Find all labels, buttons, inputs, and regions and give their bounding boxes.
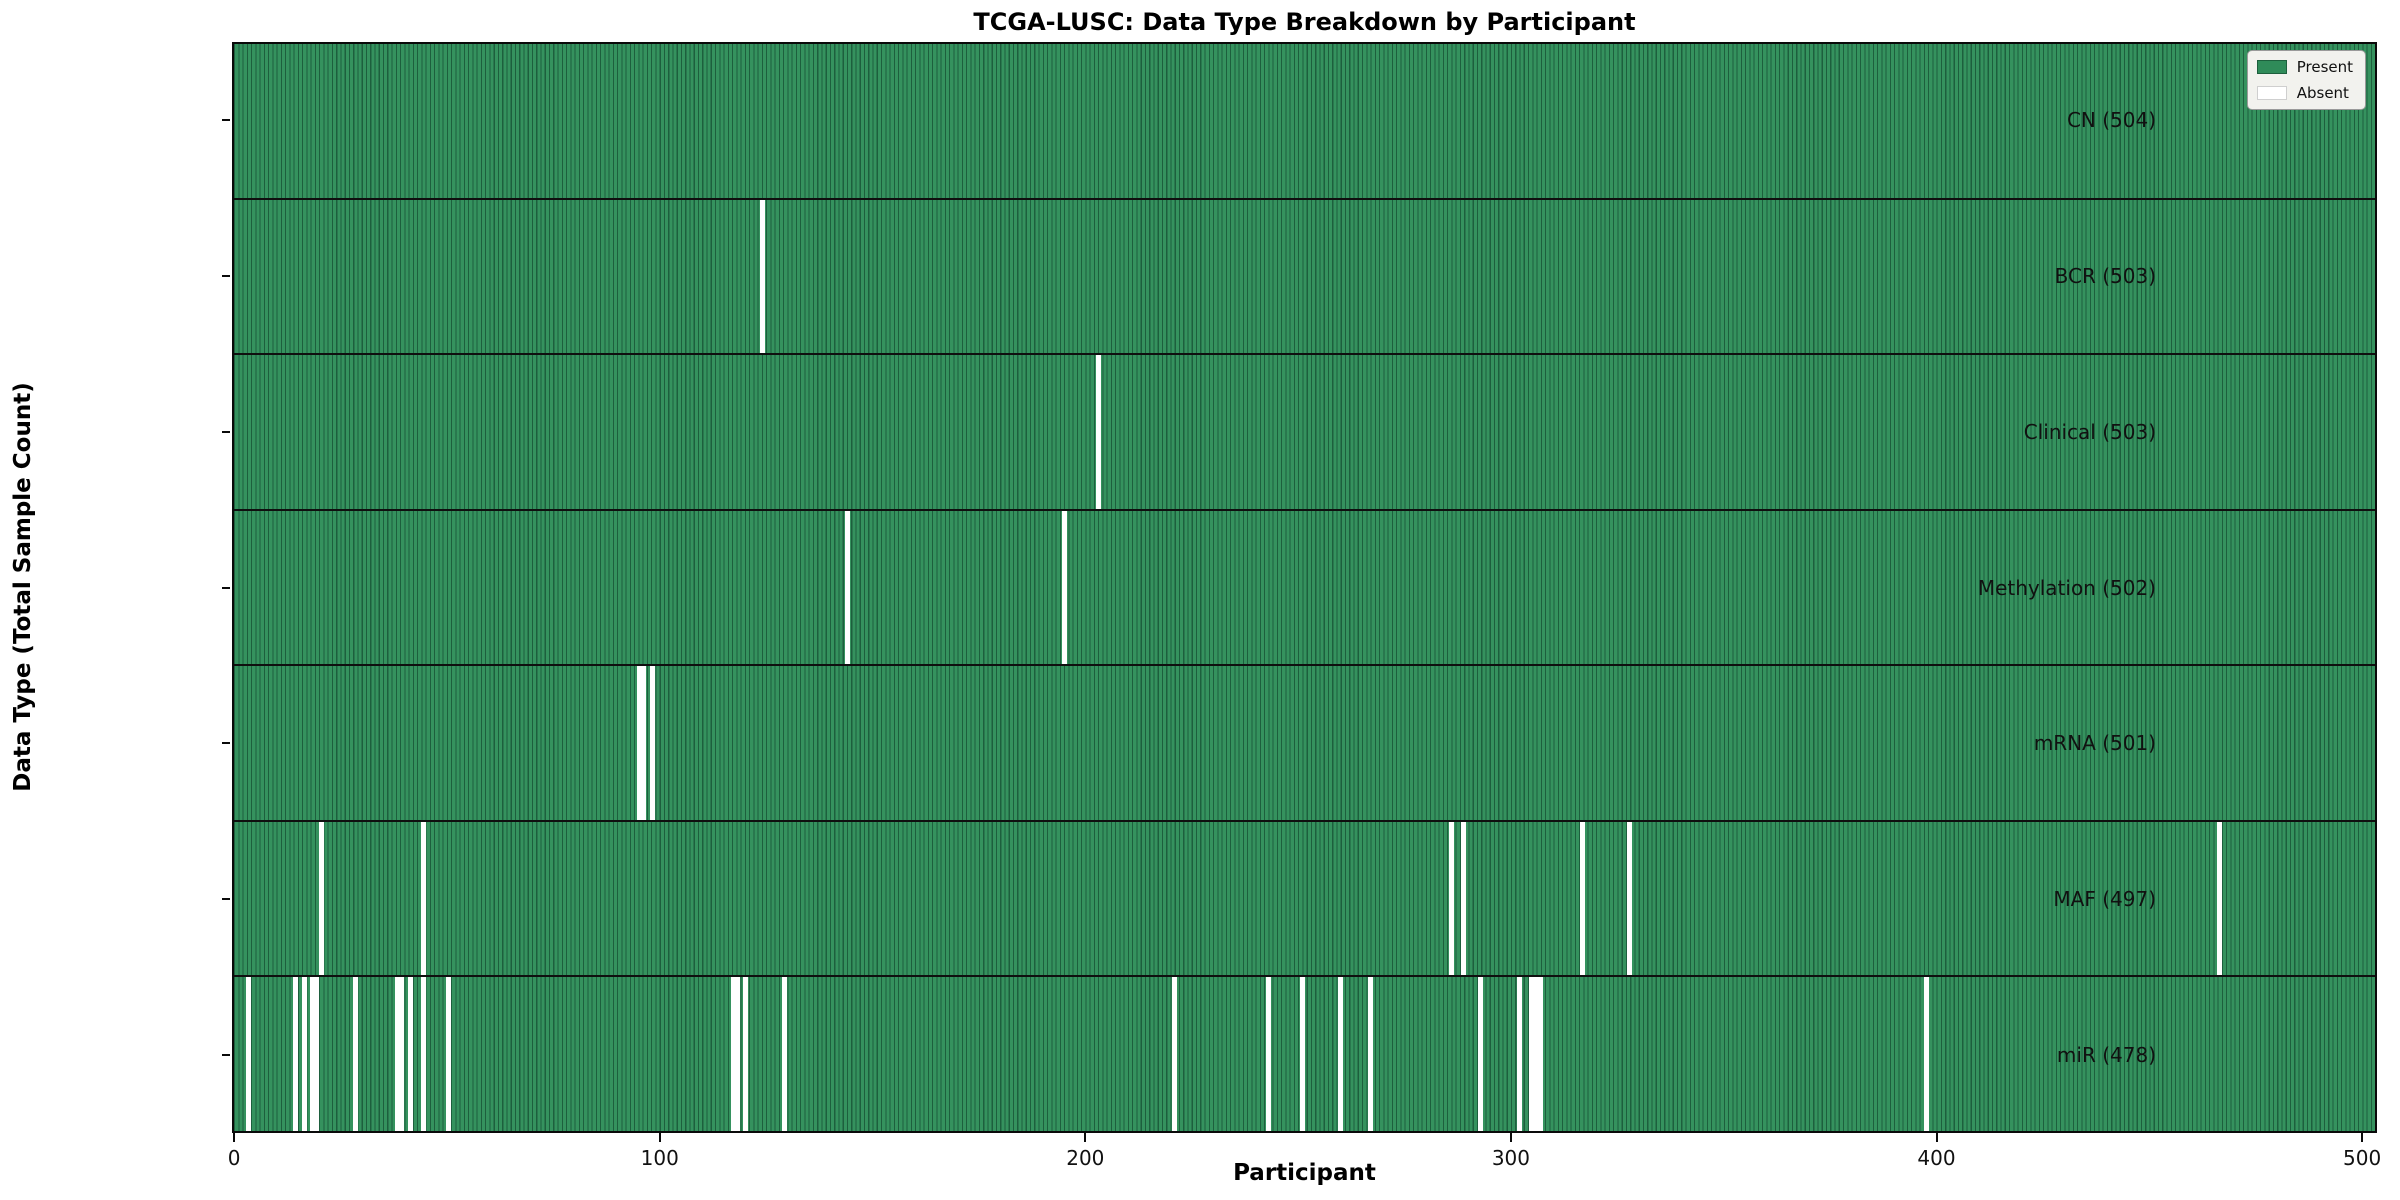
absent-gap-miR-251 [1299,977,1305,1132]
plot-area: Present Absent [232,42,2377,1133]
x-tick-label-300: 300 [1491,1146,1530,1170]
absent-gap-MAF-328 [1626,821,1632,976]
absent-gap-MAF-317 [1580,821,1586,976]
absent-gap-miR-243 [1265,977,1271,1132]
x-tick-mark-0 [233,1133,236,1142]
absent-gap-miR-221 [1172,977,1178,1132]
legend-entry-absent: Absent [2256,84,2353,102]
legend-entry-present: Present [2256,58,2353,76]
absent-swatch-icon [2256,86,2287,100]
legend: Present Absent [2246,50,2366,110]
absent-gap-mRNA-96 [641,666,647,820]
x-tick-mark-400 [1935,1133,1938,1142]
x-tick-mark-500 [2361,1133,2364,1142]
absent-gap-miR-38 [395,977,401,1132]
absent-gap-miR-307 [1537,977,1543,1132]
absent-gap-miR-302 [1516,977,1522,1132]
present-swatch-icon [2256,60,2287,74]
absent-gap-miR-129 [781,977,787,1132]
x-axis-label: Participant [1233,1160,1376,1186]
legend-present-label: Present [2296,58,2353,76]
y-tick-label-BCR: BCR (503) [2054,263,2156,288]
chart-title: TCGA-LUSC: Data Type Breakdown by Partic… [973,8,1636,36]
row-band-Clinical [234,353,2375,509]
row-band-BCR [234,197,2375,354]
row-band-miR [234,975,2375,1132]
y-tick-label-miR: miR (478) [2056,1043,2156,1068]
x-tick-mark-100 [658,1133,661,1142]
x-tick-label-200: 200 [1066,1146,1105,1170]
absent-gap-miR-267 [1367,977,1373,1132]
absent-gap-miR-117 [730,977,736,1132]
absent-gap-Clinical-203 [1095,355,1101,509]
absent-gap-MAF-467 [2217,821,2223,976]
absent-gap-MAF-289 [1461,821,1467,976]
x-tick-label-0: 0 [227,1146,241,1170]
row-band-Methylation [234,508,2375,665]
absent-gap-miR-14 [293,977,299,1132]
x-tick-label-500: 500 [2343,1146,2382,1170]
row-band-MAF [234,819,2375,976]
absent-gap-miR-18 [310,977,316,1132]
absent-gap-miR-3 [246,977,252,1132]
absent-gap-miR-305 [1529,977,1535,1132]
absent-gap-miR-306 [1533,977,1539,1132]
y-tick-label-Methylation: Methylation (502) [1977,575,2156,600]
absent-gap-miR-19 [314,977,320,1132]
y-tick-mark-Clinical [222,430,230,433]
y-tick-label-CN: CN (504) [2066,107,2156,132]
y-tick-mark-CN [222,118,230,121]
x-tick-mark-300 [1509,1133,1512,1142]
absent-gap-miR-293 [1478,977,1484,1132]
absent-gap-BCR-124 [760,199,766,354]
y-tick-label-MAF: MAF (497) [2053,887,2156,912]
y-tick-mark-MAF [222,898,230,901]
y-tick-label-Clinical: Clinical (503) [2023,419,2156,444]
legend-absent-label: Absent [2296,84,2349,102]
absent-gap-miR-16 [301,977,307,1132]
absent-gap-MAF-286 [1448,821,1454,976]
absent-gap-miR-50 [446,977,452,1132]
y-tick-mark-mRNA [222,742,230,745]
y-tick-mark-BCR [222,274,230,277]
absent-gap-Methylation-195 [1061,510,1067,665]
absent-gap-miR-120 [743,977,749,1132]
x-tick-label-100: 100 [640,1146,679,1170]
absent-gap-Methylation-144 [845,510,851,665]
absent-gap-miR-260 [1338,977,1344,1132]
absent-gap-miR-118 [734,977,740,1132]
absent-gap-MAF-20 [318,821,324,976]
absent-gap-MAF-44 [420,821,426,976]
x-tick-label-400: 400 [1917,1146,1956,1170]
absent-gap-miR-44 [420,977,426,1132]
row-band-CN [234,44,2375,198]
absent-gap-miR-28 [352,977,358,1132]
x-tick-mark-200 [1084,1133,1087,1142]
absent-gap-miR-39 [399,977,405,1132]
row-band-mRNA [234,664,2375,820]
absent-gap-mRNA-95 [637,666,643,820]
absent-gap-miR-398 [1924,977,1930,1132]
y-tick-mark-Methylation [222,586,230,589]
y-tick-label-mRNA: mRNA (501) [2033,731,2156,756]
absent-gap-mRNA-98 [649,666,655,820]
absent-gap-miR-41 [407,977,413,1132]
y-tick-mark-miR [222,1054,230,1057]
